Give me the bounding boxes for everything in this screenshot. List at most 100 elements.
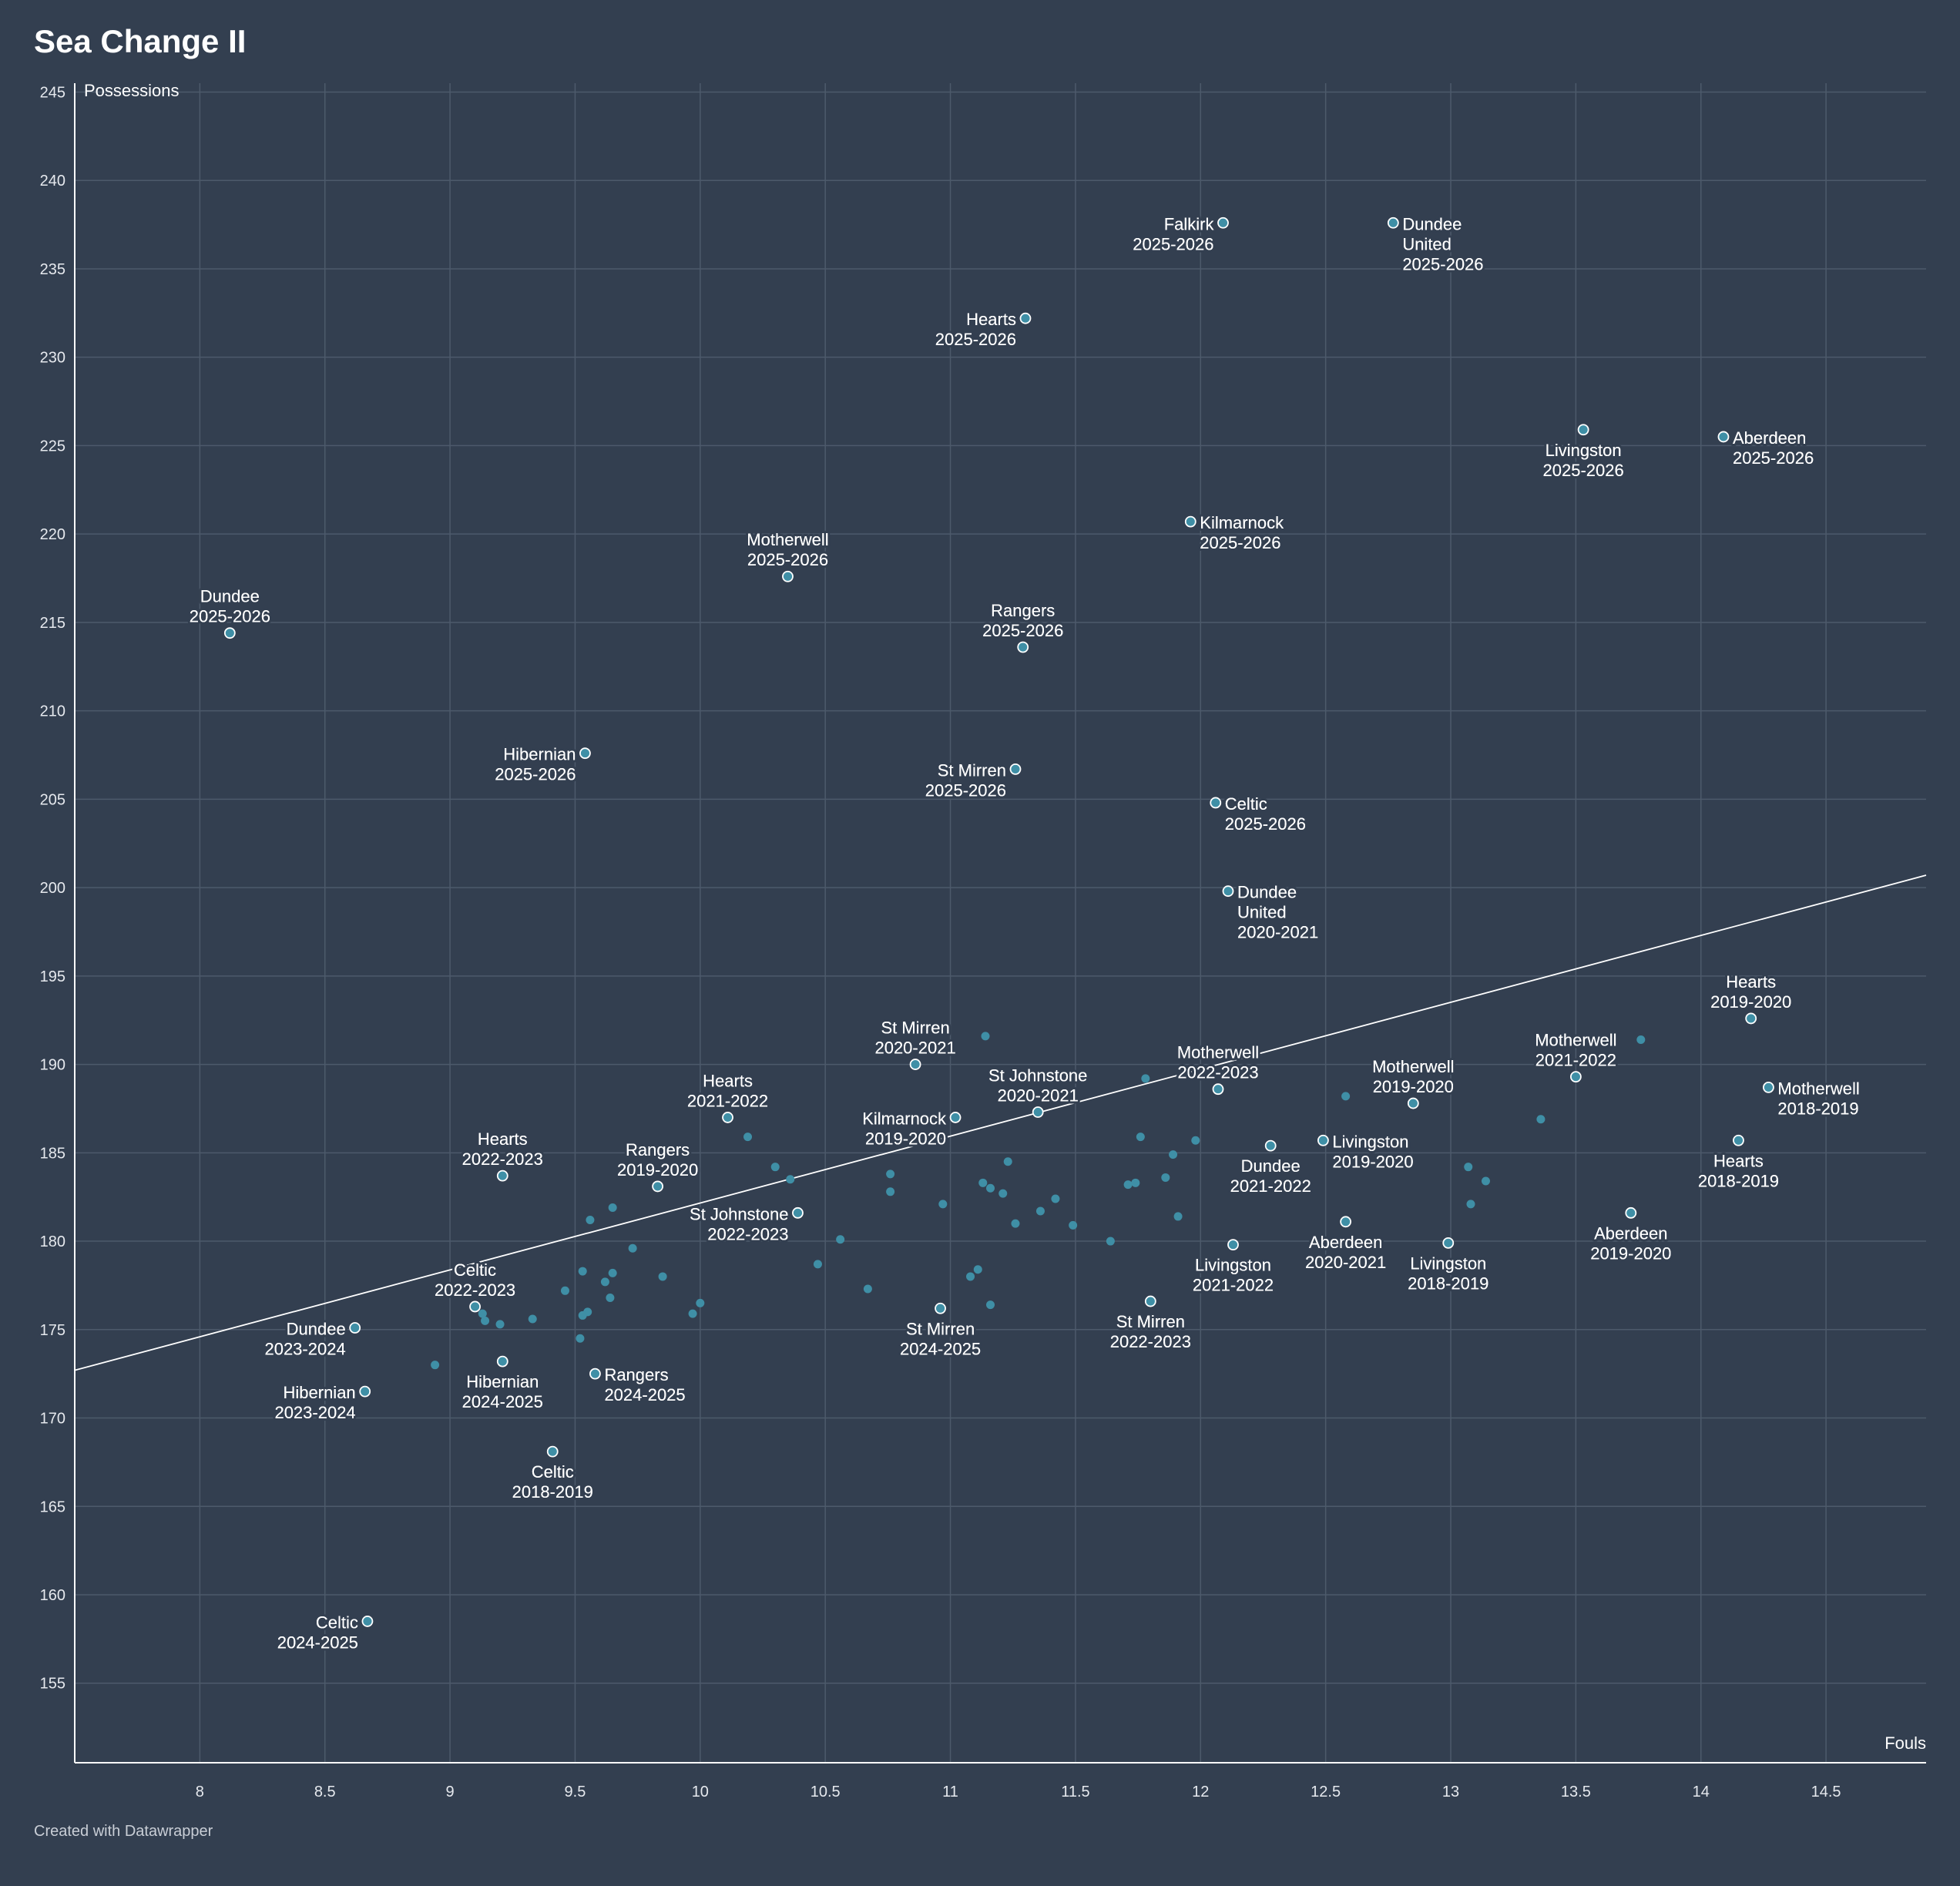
- data-point[interactable]: [1123, 1180, 1133, 1190]
- data-point[interactable]: [1341, 1092, 1351, 1101]
- data-point[interactable]: [1136, 1133, 1145, 1142]
- highlighted-point[interactable]: [1210, 797, 1222, 809]
- highlighted-point[interactable]: [1184, 515, 1196, 528]
- data-point[interactable]: [743, 1133, 753, 1142]
- point-label-line: 2020-2021: [998, 1086, 1079, 1106]
- data-point[interactable]: [688, 1309, 697, 1318]
- point-label: Dundee United 2020-2021: [1237, 883, 1318, 942]
- data-point[interactable]: [770, 1163, 780, 1172]
- data-point[interactable]: [1464, 1163, 1473, 1172]
- data-point[interactable]: [478, 1309, 487, 1318]
- highlighted-point[interactable]: [349, 1322, 361, 1334]
- data-point[interactable]: [978, 1178, 988, 1187]
- data-point[interactable]: [1011, 1219, 1020, 1228]
- highlighted-point[interactable]: [782, 570, 794, 582]
- highlighted-point[interactable]: [722, 1112, 733, 1123]
- data-point[interactable]: [578, 1310, 587, 1320]
- data-point[interactable]: [606, 1293, 615, 1302]
- highlighted-point[interactable]: [1264, 1139, 1277, 1152]
- point-label-line: 2019-2020: [617, 1160, 698, 1180]
- data-point[interactable]: [1169, 1150, 1178, 1159]
- highlighted-point[interactable]: [1340, 1216, 1352, 1228]
- highlighted-point[interactable]: [909, 1059, 921, 1070]
- highlighted-point[interactable]: [1733, 1134, 1744, 1146]
- highlighted-point[interactable]: [1212, 1083, 1224, 1096]
- data-point[interactable]: [1069, 1220, 1078, 1230]
- highlighted-point[interactable]: [1407, 1097, 1419, 1109]
- data-point[interactable]: [1173, 1212, 1183, 1221]
- data-point[interactable]: [863, 1284, 872, 1294]
- data-point[interactable]: [1481, 1176, 1490, 1186]
- data-point[interactable]: [1051, 1194, 1060, 1203]
- highlighted-point[interactable]: [1144, 1295, 1156, 1307]
- data-point[interactable]: [981, 1032, 990, 1041]
- data-point[interactable]: [938, 1200, 948, 1209]
- highlighted-point[interactable]: [1222, 885, 1234, 898]
- highlighted-point[interactable]: [496, 1355, 508, 1368]
- data-point[interactable]: [1466, 1200, 1475, 1209]
- highlighted-point[interactable]: [1009, 763, 1022, 775]
- highlighted-point[interactable]: [1017, 641, 1029, 653]
- data-point[interactable]: [1191, 1136, 1200, 1145]
- data-point[interactable]: [1161, 1173, 1170, 1182]
- data-point[interactable]: [1536, 1115, 1546, 1124]
- data-point[interactable]: [481, 1316, 490, 1325]
- data-point[interactable]: [986, 1183, 995, 1193]
- data-point[interactable]: [886, 1187, 895, 1196]
- data-point[interactable]: [628, 1243, 637, 1253]
- highlighted-point[interactable]: [579, 747, 591, 760]
- data-point[interactable]: [966, 1272, 975, 1281]
- highlighted-point[interactable]: [1387, 216, 1399, 229]
- highlighted-point[interactable]: [1019, 312, 1032, 324]
- data-point[interactable]: [1141, 1074, 1150, 1083]
- highlighted-point[interactable]: [1442, 1237, 1455, 1249]
- highlighted-point[interactable]: [496, 1170, 508, 1182]
- data-point[interactable]: [986, 1300, 995, 1310]
- data-point[interactable]: [608, 1268, 617, 1277]
- data-point[interactable]: [578, 1267, 587, 1276]
- highlighted-point[interactable]: [935, 1302, 946, 1314]
- highlighted-point[interactable]: [1227, 1239, 1239, 1251]
- data-point[interactable]: [600, 1277, 609, 1287]
- point-label: Hearts 2025-2026: [935, 310, 1016, 349]
- highlighted-point[interactable]: [1625, 1206, 1637, 1219]
- highlighted-point[interactable]: [652, 1180, 664, 1193]
- highlighted-point[interactable]: [1577, 424, 1589, 436]
- data-point[interactable]: [973, 1265, 982, 1274]
- highlighted-point[interactable]: [1745, 1012, 1757, 1025]
- highlighted-point[interactable]: [589, 1368, 601, 1380]
- data-point[interactable]: [813, 1260, 822, 1269]
- highlighted-point[interactable]: [1317, 1134, 1329, 1146]
- data-point[interactable]: [576, 1334, 585, 1343]
- data-point[interactable]: [586, 1216, 595, 1225]
- highlighted-point[interactable]: [1717, 431, 1730, 443]
- data-point[interactable]: [1106, 1237, 1115, 1246]
- data-point[interactable]: [998, 1189, 1008, 1198]
- data-point[interactable]: [836, 1235, 845, 1244]
- data-point[interactable]: [608, 1203, 617, 1212]
- data-point[interactable]: [431, 1361, 440, 1370]
- data-point[interactable]: [886, 1170, 895, 1179]
- data-point[interactable]: [696, 1298, 705, 1307]
- data-point[interactable]: [1636, 1035, 1646, 1044]
- data-point[interactable]: [495, 1320, 505, 1329]
- data-point[interactable]: [560, 1286, 569, 1295]
- data-point[interactable]: [1003, 1157, 1012, 1166]
- highlighted-point[interactable]: [1569, 1071, 1582, 1083]
- highlighted-point[interactable]: [361, 1616, 374, 1627]
- highlighted-point[interactable]: [1032, 1106, 1044, 1118]
- highlighted-point[interactable]: [792, 1206, 804, 1219]
- data-point[interactable]: [1035, 1206, 1045, 1216]
- data-point[interactable]: [658, 1272, 667, 1281]
- highlighted-point[interactable]: [949, 1112, 962, 1123]
- data-point[interactable]: [1131, 1178, 1140, 1187]
- highlighted-point[interactable]: [469, 1300, 481, 1313]
- highlighted-point[interactable]: [1217, 216, 1229, 229]
- highlighted-point[interactable]: [223, 627, 236, 639]
- data-point[interactable]: [528, 1314, 537, 1324]
- highlighted-point[interactable]: [1763, 1082, 1774, 1093]
- highlighted-point[interactable]: [546, 1445, 559, 1458]
- data-point[interactable]: [786, 1175, 795, 1184]
- highlighted-point[interactable]: [359, 1385, 371, 1398]
- point-label-line: United: [1237, 903, 1287, 922]
